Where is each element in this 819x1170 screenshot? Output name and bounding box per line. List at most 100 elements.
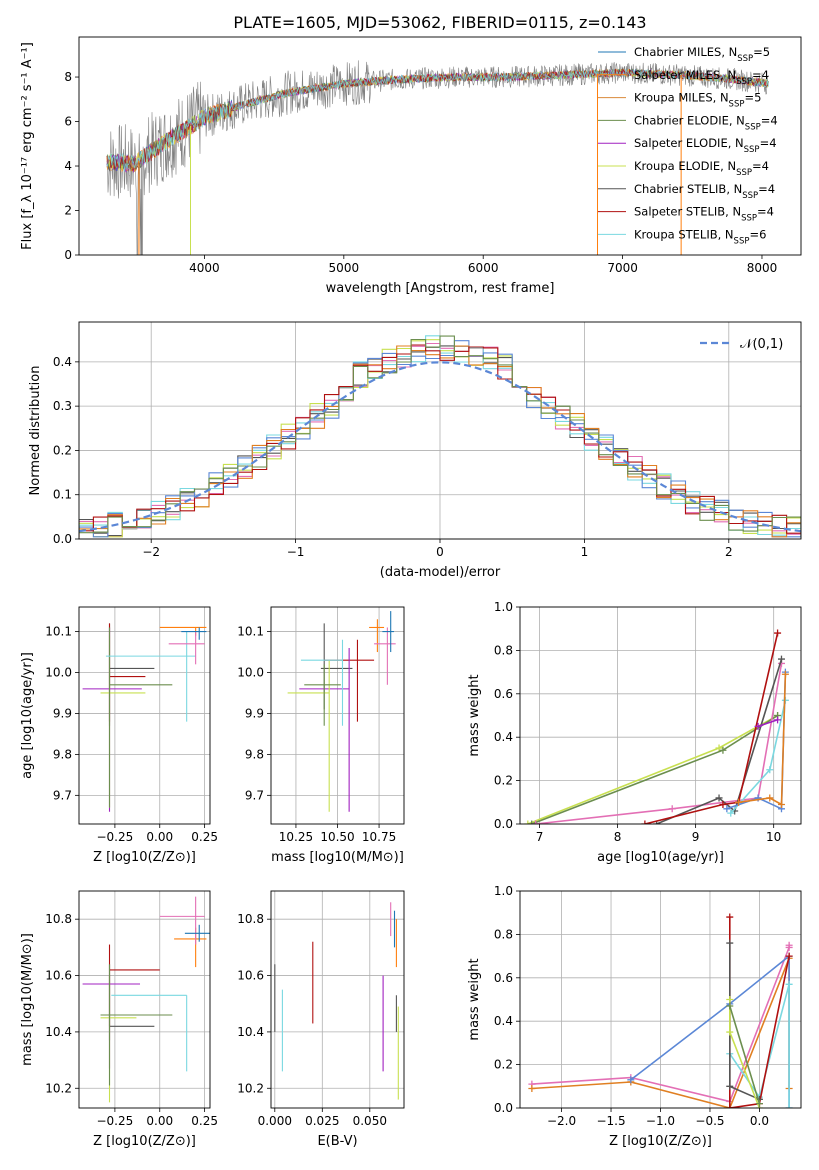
mass-weight-marker <box>528 1084 536 1092</box>
age_vs_Z-plot-area <box>82 623 207 812</box>
mass-weight-marker <box>766 766 774 774</box>
x-axis-label: Z [log10(Z/Z⊙)] <box>93 850 196 865</box>
mass-weight-marker <box>754 722 762 730</box>
age_vs_mass-plot-area <box>287 611 396 812</box>
mass-weight-marker <box>719 800 727 808</box>
legend-label: Chabrier STELIB, NSSP=4 <box>634 182 775 201</box>
x-tick-label: 2 <box>725 545 733 559</box>
x-tick-label: 1 <box>581 545 589 559</box>
legend-label: Salpeter ELODIE, NSSP=4 <box>634 136 777 155</box>
histogram-step-chabrier_elodie <box>79 335 801 538</box>
y-tick-label: 10.4 <box>45 1025 72 1039</box>
x-tick-label: 0.0 <box>750 1114 769 1128</box>
y-tick-label: 0.6 <box>494 971 513 985</box>
y-tick-label: 10.6 <box>237 969 264 983</box>
y-tick-label: 1.0 <box>494 884 513 898</box>
x-tick-label: −1 <box>287 545 305 559</box>
legend-label: Salpeter MILES, NSSP=4 <box>634 68 769 87</box>
mass_weight_vs_age-panel: 7 8 9 10 0.0 0.2 0.4 0.6 0.8 1.0 age [log10(age/yr… <box>467 600 802 865</box>
mass-weight-marker <box>766 794 774 802</box>
mass-weight-marker <box>627 1076 635 1084</box>
y-tick-label: 10.8 <box>237 912 264 926</box>
mass_weight_vs_Z-panel: −2.0 −1.5 −1.0 −0.5 0.0 0.0 0.2 0.4 0.6 0.8 1.0 Z [… <box>467 884 802 1149</box>
x-axis-label: Z [log10(Z/Z⊙)] <box>93 1134 196 1149</box>
x-tick-label: 10 <box>766 830 781 844</box>
y-tick-label: 10.8 <box>45 912 72 926</box>
mass-weight-line-kroupa_elodie <box>527 714 778 824</box>
mass-weight-marker <box>719 746 727 754</box>
x-tick-label: −1.0 <box>646 1114 675 1128</box>
mass_vs_Z-panel: −0.25 0.00 0.25 10.2 10.4 10.6 10.8 Z [log10(Z/… <box>20 890 218 1149</box>
x-axis-label: wavelength [Angstrom, rest frame] <box>326 281 555 296</box>
mass-weight-marker <box>781 670 789 678</box>
y-tick-label: 0.2 <box>494 774 513 788</box>
mass_vs_Z-frame <box>78 890 211 1109</box>
x-tick-label: 0.00 <box>146 830 173 844</box>
y-tick-label: 9.7 <box>53 788 72 802</box>
mass_weight_vs_Z-frame <box>519 890 802 1109</box>
y-tick-label: 0.1 <box>53 488 72 502</box>
y-tick-label: 10.2 <box>45 1081 72 1095</box>
x-tick-label: 7 <box>536 830 544 844</box>
y-tick-label: 0.4 <box>494 1014 513 1028</box>
x-tick-label: 6000 <box>468 261 499 275</box>
mass-weight-marker <box>723 805 731 813</box>
mass_vs_ebv-frame <box>270 890 405 1109</box>
x-tick-label: −0.25 <box>96 830 133 844</box>
x-tick-label: −0.25 <box>96 1114 133 1128</box>
x-tick-label: 4000 <box>189 261 220 275</box>
y-tick-label: 0.6 <box>494 687 513 701</box>
y-tick-label: 10.2 <box>237 1081 264 1095</box>
x-tick-label: −0.5 <box>695 1114 724 1128</box>
mass-weight-marker <box>785 941 793 949</box>
y-tick-label: 1.0 <box>494 600 513 614</box>
mass_vs_ebv-plot-area <box>274 902 399 1100</box>
y-tick-label: 6 <box>64 115 72 129</box>
y-tick-label: 9.9 <box>245 706 264 720</box>
mass_weight_vs_Z-plot-area <box>528 913 793 1108</box>
mass-weight-marker <box>785 980 793 988</box>
y-tick-label: 0.8 <box>494 927 513 941</box>
mass-weight-marker <box>726 996 734 1003</box>
mass-weight-marker <box>735 798 743 806</box>
normal-curve <box>79 361 801 533</box>
x-tick-label: 7000 <box>607 261 638 275</box>
y-axis-label: age [log10(age/yr)] <box>20 652 35 779</box>
mass-weight-marker <box>785 1104 793 1108</box>
mass-weight-marker <box>726 939 734 947</box>
y-tick-label: 0.0 <box>494 1101 513 1115</box>
y-tick-label: 10.1 <box>45 625 72 639</box>
legend-label: Chabrier ELODIE, NSSP=4 <box>634 113 778 132</box>
mass-weight-marker <box>641 820 649 824</box>
legend-label: Kroupa MILES, NSSP=5 <box>634 91 761 110</box>
y-tick-label: 0.0 <box>53 532 72 546</box>
mass-weight-marker <box>726 913 734 921</box>
x-tick-label: −2 <box>142 545 160 559</box>
age_vs_Z-panel: −0.25 0.00 0.25 9.7 9.8 9.9 10.0 10.1 Z [log10(Z… <box>20 606 218 865</box>
y-axis-label: Flux [f_λ 10⁻¹⁷ erg cm⁻² s⁻¹ A⁻¹] <box>20 42 35 250</box>
y-tick-label: 0.3 <box>53 399 72 413</box>
x-tick-label: 8 <box>614 830 622 844</box>
mass-weight-marker <box>726 1082 734 1090</box>
y-tick-label: 9.8 <box>245 747 264 761</box>
y-tick-label: 4 <box>64 159 72 173</box>
x-tick-label: 10.50 <box>320 830 354 844</box>
y-tick-label: 10.0 <box>237 666 264 680</box>
x-tick-label: 5000 <box>329 261 360 275</box>
y-tick-label: 0.0 <box>494 817 513 831</box>
x-tick-label: 0 <box>436 545 444 559</box>
legend-label: 𝒩(0,1) <box>740 337 783 352</box>
mass-weight-marker <box>715 744 723 752</box>
residual_hist-panel: −2 −1 0 1 2 0.0 0.1 0.2 0.3 0.4 (data-model)/error… <box>28 321 802 580</box>
y-axis-label: Normed distribution <box>28 366 43 496</box>
mass-weight-line-pink <box>535 663 783 824</box>
y-tick-label: 9.7 <box>245 788 264 802</box>
mass-weight-marker <box>715 794 723 802</box>
mass-weight-line-orange <box>738 674 787 806</box>
mass-weight-marker <box>774 716 782 724</box>
spectrum-model-kroupa_stelib <box>106 68 769 172</box>
y-tick-label: 0.2 <box>494 1058 513 1072</box>
histogram-step-salpeter_stelib <box>79 344 801 534</box>
mass-weight-marker <box>726 1028 734 1036</box>
legend-label: Salpeter STELIB, NSSP=4 <box>634 205 774 224</box>
